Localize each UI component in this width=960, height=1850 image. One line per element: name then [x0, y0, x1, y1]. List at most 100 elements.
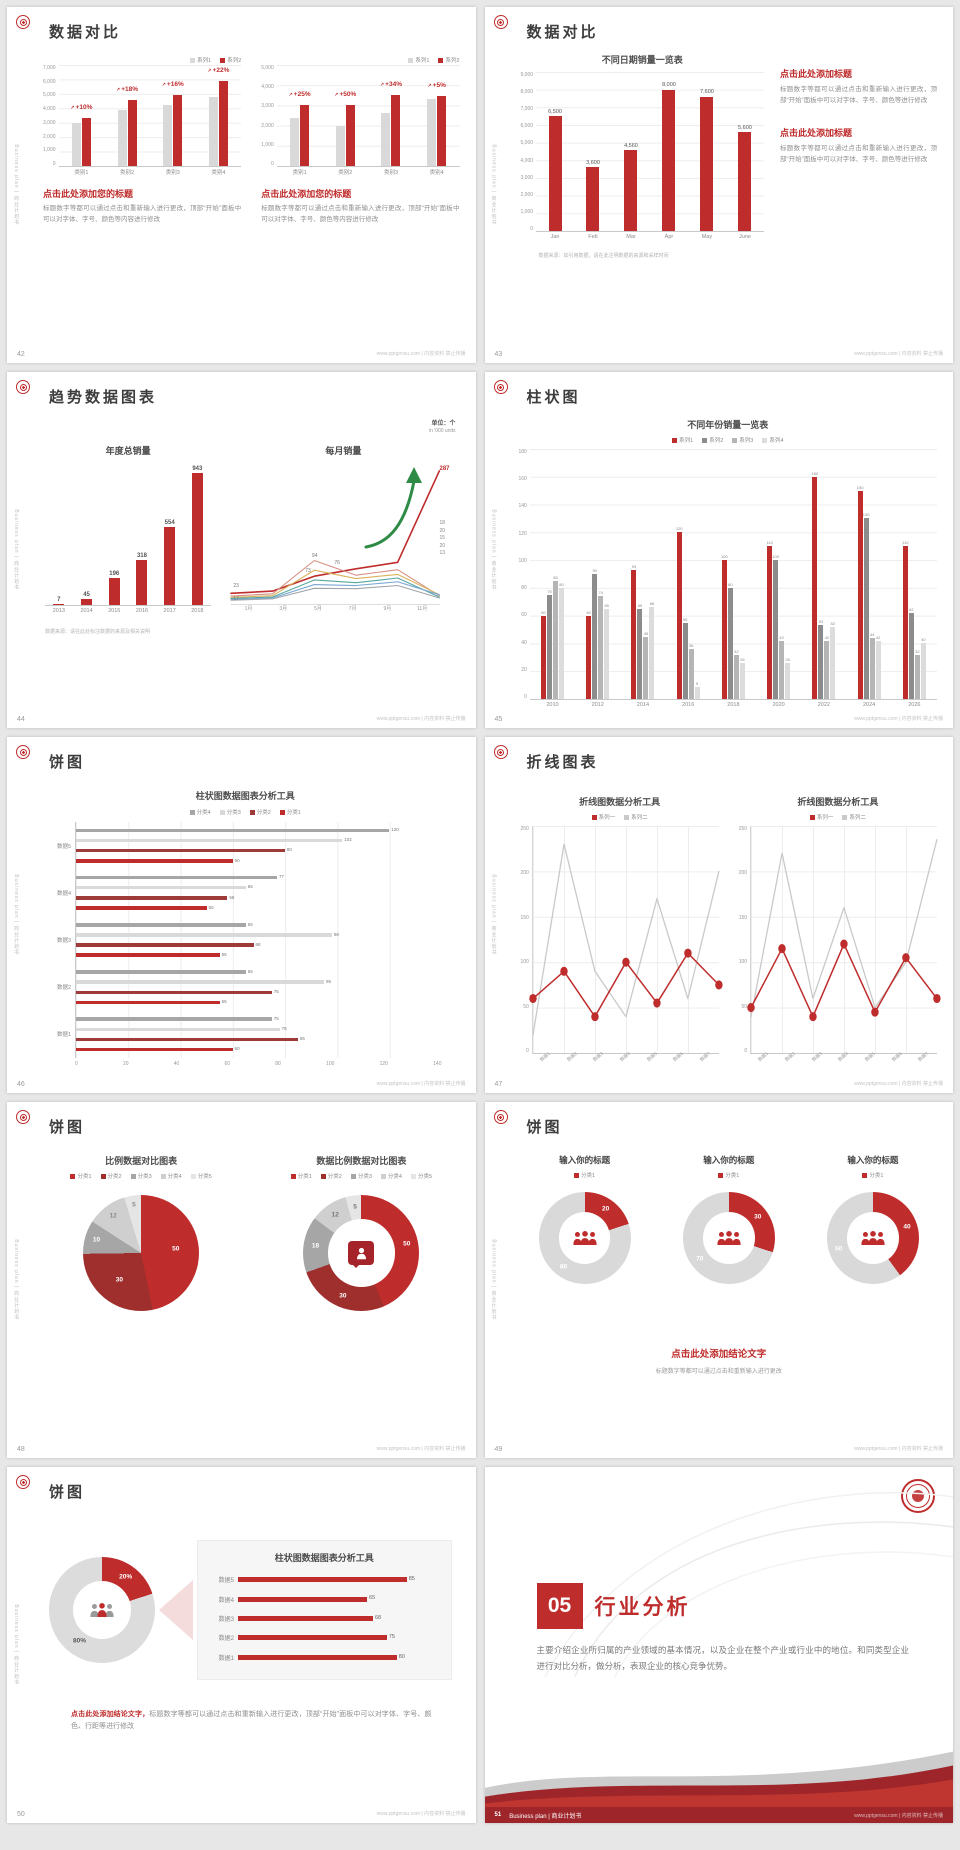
legend-swatch [190, 1173, 196, 1179]
bar-slot: 120 [76, 828, 442, 833]
bar-slot: 196 [108, 465, 120, 605]
donut-chart-box: 50 30 18 12 5 [303, 1195, 420, 1311]
row-bars: 65 [238, 1589, 437, 1608]
bar-slot: 44 [869, 449, 875, 699]
bar [290, 117, 300, 166]
bar-slot: 60 [76, 858, 442, 863]
end-label: 13 [439, 550, 446, 556]
legend-label: 分类1 [869, 1173, 884, 1179]
bar [875, 640, 881, 699]
bar-group: 8,000 [650, 72, 688, 231]
bar-group: +18% [104, 65, 150, 166]
bar [76, 943, 254, 947]
bar [631, 569, 637, 699]
hbar-chart-body: 数据5 85 数据4 65 数据3 68 数据2 75 数据1 80 [212, 1570, 437, 1667]
x-category-label: 2010 [546, 702, 559, 708]
slide-44[interactable]: Business plan | 商业计划书 趋势数据图表 单位：个 in '00… [7, 372, 476, 728]
y-tick: 160 [518, 476, 527, 483]
chart-legend: 系列1 系列2 系列3 系列4 [519, 435, 938, 445]
bar [812, 476, 818, 699]
bar [173, 95, 183, 166]
slide-51[interactable]: 05 行业分析 主要介绍企业所归属的产业领域的基本情况，以及企业在整个产业或行业… [484, 1467, 953, 1823]
y-tick: 5,000 [520, 140, 534, 147]
bar-slot [427, 65, 437, 166]
x-category-label: 2026 [908, 702, 921, 708]
bar-value-label: 45 [83, 591, 90, 598]
row-bars: 68 [238, 1609, 437, 1628]
bar-slot: 52 [830, 449, 836, 699]
bar [81, 598, 93, 605]
bar [688, 649, 694, 699]
slice-label: 5 [353, 1203, 357, 1211]
slice-label: 12 [331, 1211, 339, 1219]
bar [586, 167, 600, 231]
slice-label: 20 [602, 1205, 610, 1213]
slide-49[interactable]: Business plan | 商业计划书 饼图 输入你的标题 分类1 20 80… [484, 1102, 953, 1458]
slide-footer: www.pptgensu.com | 内容资料 禁止传播 [376, 1811, 466, 1817]
x-tick: 100 [326, 1061, 335, 1067]
vertical-brand-text: Business plan | 商业计划书 [490, 1239, 497, 1321]
plot-area: +10% +18% +16% +22% [58, 65, 242, 167]
slice-label: 30 [115, 1276, 123, 1284]
page-number: 43 [494, 351, 503, 358]
bar-value-label: 55 [221, 999, 227, 1005]
donut-chart-box: 20 80 [538, 1192, 631, 1284]
brand-logo-icon [493, 15, 508, 29]
legend-swatch [718, 1172, 724, 1178]
people-icon [861, 1231, 885, 1245]
block-heading: 输入你的标题 [559, 1155, 611, 1165]
y-tick: 0 [526, 1047, 529, 1054]
slide-45[interactable]: Business plan | 商业计划书 柱状图 不同年份销量一览表 系列1 系… [484, 372, 953, 728]
legend-label: 分类2 [327, 1174, 342, 1180]
bar [300, 105, 310, 166]
slide-footer: www.pptgensu.com | 内容资料 禁止传播 [376, 1081, 466, 1087]
slide-footer: www.pptgensu.com | 内容资料 禁止传播 [854, 716, 943, 722]
bar-value-label: 60 [234, 1046, 240, 1052]
bar-slot: 98 [76, 932, 442, 937]
legend-swatch [732, 437, 738, 443]
slide-footer: www.pptgensu.com | 内容资料 禁止传播 [854, 351, 943, 357]
legend-item: 系列一 [809, 813, 833, 821]
bar-slot: 60 [540, 449, 546, 699]
y-tick: 100 [738, 959, 748, 966]
bar [604, 608, 610, 699]
y-tick: 120 [518, 530, 527, 537]
bar-value-label: 4,560 [624, 142, 638, 149]
bar [117, 109, 127, 166]
bar-value-label: 32 [915, 648, 920, 654]
page-number: 45 [494, 716, 503, 723]
slide-47[interactable]: Business plan | 商业计划书 折线图表 折线图数据分析工具 系列一… [484, 737, 953, 1093]
bar-group: +22% [196, 65, 242, 166]
bar-slot: 68 [238, 1615, 437, 1622]
slide-46[interactable]: Business plan | 商业计划书 饼图 柱状图数据图表分析工具 分类4… [7, 737, 476, 1093]
slide-50[interactable]: Business plan | 商业计划书 饼图 20% 80% 柱状图数据图表分… [7, 1467, 476, 1823]
bar-group: 45 [73, 465, 101, 605]
brand-logo-icon [493, 745, 508, 759]
page-number: 47 [494, 1081, 503, 1088]
conclusion-subtext: 标题数字等都可以通过点击和重新输入进行更改，顶部“开始”面板中可以对字体、字号、… [71, 1711, 432, 1730]
bar-value-label: 95 [326, 978, 332, 984]
slide-48[interactable]: Business plan | 商业计划书 饼图 比例数据对比图表 分类1 分类2… [7, 1102, 476, 1458]
bar-slot: 95 [76, 978, 442, 984]
plot: 60 75 85 80 60 90 74 65 93 65 45 66 120 55 36 9 100 80 32 2… [529, 449, 937, 710]
chart-title: 不同日期销量一览表 [601, 55, 683, 65]
grouped-bar-chart: 5,000 4,000 3,000 2,000 1,000 0 +25% +50% +34% +5… [261, 65, 460, 177]
bar-value-label: 943 [192, 465, 203, 472]
bar-slot: 42 [875, 449, 881, 699]
x-category-label: 2018 [191, 608, 204, 614]
x-category-label: 类别4 [211, 170, 226, 176]
bar [694, 686, 700, 699]
growth-label: +25% [289, 91, 311, 98]
y-axis: 7,000 6,000 5,000 4,000 3,000 2,000 1,000 0 [43, 65, 59, 167]
legend-swatch [809, 814, 815, 820]
vertical-brand-text: Business plan | 商业计划书 [13, 509, 19, 591]
donut-chart: 50 30 18 12 5 [303, 1195, 420, 1311]
slide-43[interactable]: Business plan | 商业计划书 数据对比 不同日期销量一览表 9,0… [484, 7, 953, 363]
bar-slot: 6,500 [548, 72, 562, 231]
bar [108, 577, 120, 605]
bar-group: 60 75 85 80 [530, 449, 575, 699]
vertical-brand-text: Business plan | 商业计划书 [490, 874, 497, 956]
bar-row: 数据3 65 98 68 55 [49, 916, 442, 964]
slide-42[interactable]: Business plan | 商业计划书 数据对比 系列1 系列2 7,000 6… [7, 7, 476, 363]
bar [637, 608, 643, 699]
